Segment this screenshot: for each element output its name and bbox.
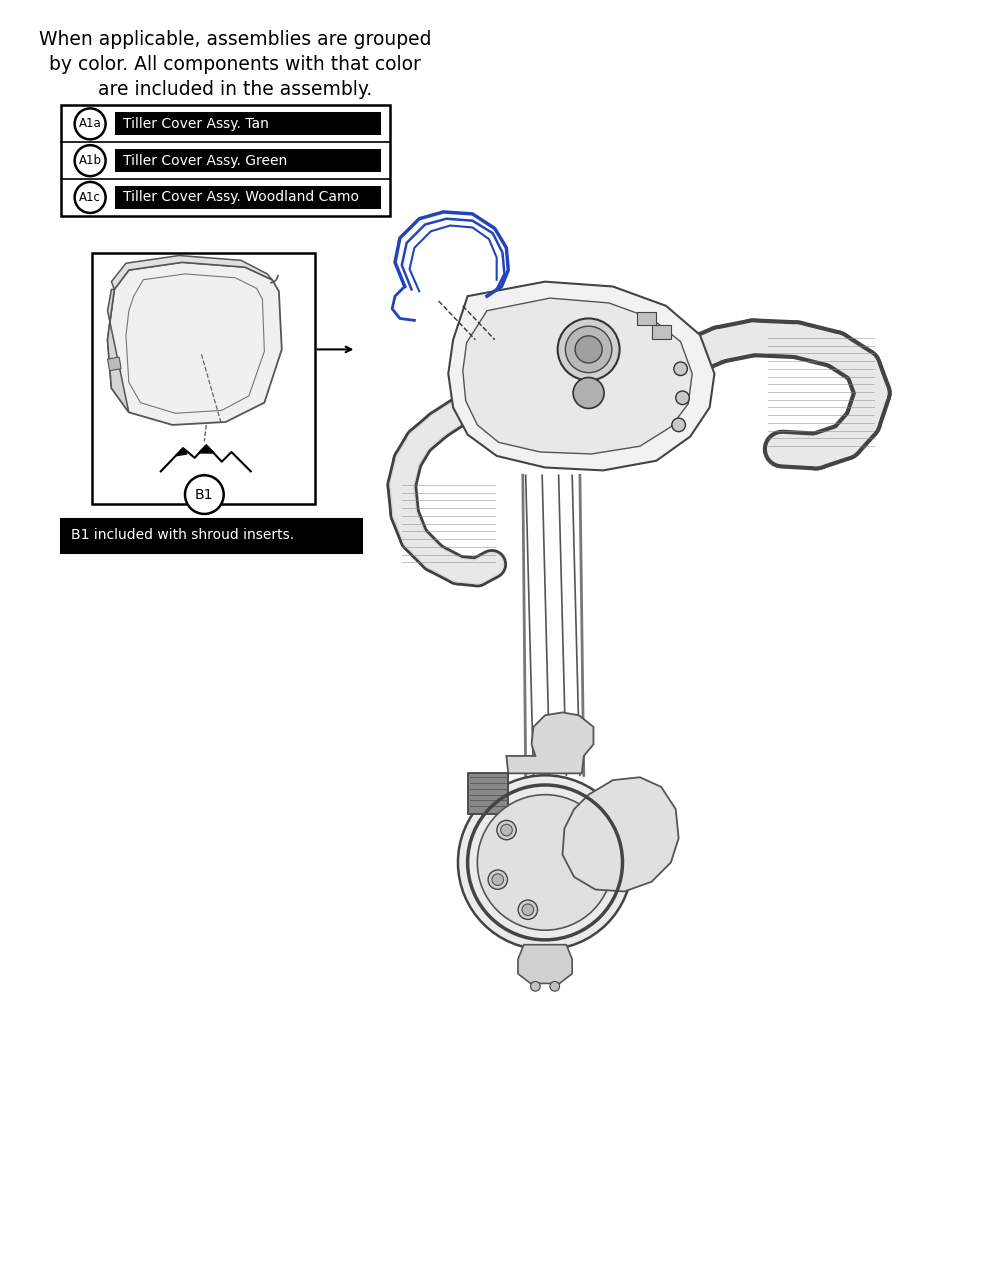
- Circle shape: [558, 318, 620, 380]
- Bar: [61, 518, 361, 551]
- Circle shape: [458, 775, 632, 949]
- Circle shape: [492, 874, 504, 886]
- Circle shape: [522, 903, 534, 916]
- Polygon shape: [108, 289, 129, 412]
- Circle shape: [676, 392, 689, 404]
- Bar: [652, 326, 671, 338]
- Circle shape: [674, 362, 687, 375]
- Polygon shape: [468, 773, 508, 813]
- Bar: [637, 312, 656, 326]
- Circle shape: [75, 182, 106, 213]
- Bar: [61, 105, 390, 215]
- Polygon shape: [562, 777, 679, 892]
- Polygon shape: [518, 945, 572, 983]
- Circle shape: [497, 821, 516, 840]
- Polygon shape: [108, 357, 121, 371]
- Circle shape: [75, 146, 106, 176]
- Polygon shape: [111, 256, 272, 289]
- Text: Tiller Cover Assy. Woodland Camo: Tiller Cover Assy. Woodland Camo: [123, 190, 359, 204]
- Text: Tiller Cover Assy. Green: Tiller Cover Assy. Green: [123, 153, 287, 167]
- Polygon shape: [448, 281, 714, 470]
- Circle shape: [573, 378, 604, 408]
- Text: A1b: A1b: [79, 155, 102, 167]
- Circle shape: [75, 109, 106, 139]
- Text: A1c: A1c: [79, 191, 101, 204]
- Text: When applicable, assemblies are grouped
by color. All components with that color: When applicable, assemblies are grouped …: [39, 30, 432, 99]
- Polygon shape: [506, 712, 593, 773]
- Circle shape: [575, 336, 602, 362]
- Polygon shape: [463, 298, 692, 454]
- Circle shape: [185, 475, 224, 514]
- Bar: [115, 113, 381, 136]
- Circle shape: [550, 982, 560, 991]
- Circle shape: [518, 900, 538, 920]
- Circle shape: [565, 326, 612, 372]
- Text: A1a: A1a: [79, 118, 102, 131]
- Text: Tiller Cover Assy. Tan: Tiller Cover Assy. Tan: [123, 117, 269, 131]
- Text: B1 included with shroud inserts.: B1 included with shroud inserts.: [71, 528, 294, 542]
- Circle shape: [531, 982, 540, 991]
- Bar: [115, 186, 381, 209]
- Circle shape: [488, 870, 507, 889]
- Polygon shape: [108, 262, 282, 424]
- Polygon shape: [175, 449, 187, 456]
- Polygon shape: [199, 445, 214, 454]
- Circle shape: [672, 418, 685, 432]
- Text: B1: B1: [195, 488, 214, 502]
- Circle shape: [477, 794, 613, 930]
- Bar: [115, 150, 381, 172]
- Circle shape: [501, 825, 512, 836]
- Bar: [92, 252, 315, 504]
